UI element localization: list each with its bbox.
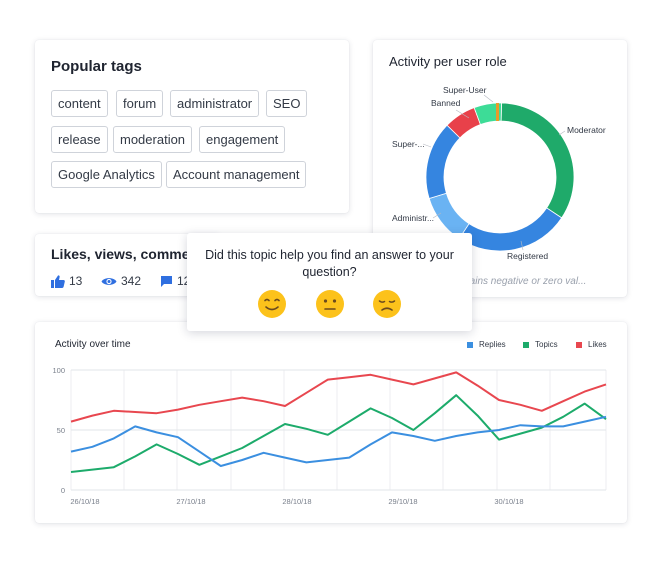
legend-likes[interactable]: Likes <box>576 340 607 349</box>
donut-slice-super[interactable] <box>425 124 461 199</box>
series-line-likes[interactable] <box>70 371 607 423</box>
comments-stat: 12 <box>160 274 190 288</box>
tag-forum[interactable]: forum <box>116 90 164 117</box>
donut-slice-administr[interactable] <box>428 192 470 240</box>
role-label-super: Super-... <box>392 139 425 149</box>
comment-icon <box>161 275 172 287</box>
tag-seo[interactable]: SEO <box>266 90 308 117</box>
time-chart-title: Activity over time <box>55 339 131 350</box>
role-chart-title: Activity per user role <box>389 54 507 69</box>
likes-stat: 13 <box>51 274 82 288</box>
eye-icon <box>101 277 117 285</box>
feedback-popup: Did this topic help you find an answer t… <box>187 233 472 331</box>
tag-release[interactable]: release <box>51 126 108 153</box>
activity-over-time-card: Activity over time Replies Topics Likes … <box>35 322 627 523</box>
likes-count: 13 <box>69 274 83 288</box>
role-chart-note: ...ntains negative or zero val... <box>453 276 587 287</box>
x-tick-label: 29/10/18 <box>388 497 417 506</box>
tag-google-analytics[interactable]: Google Analytics <box>51 161 162 188</box>
popular-tags-title: Popular tags <box>51 58 142 75</box>
happy-face-icon[interactable] <box>257 289 287 319</box>
tag-administrator[interactable]: administrator <box>170 90 260 117</box>
sad-face-icon[interactable] <box>372 289 402 319</box>
views-count: 342 <box>121 274 142 288</box>
donut-slice-moderator[interactable] <box>500 102 575 219</box>
tag-content[interactable]: content <box>51 90 108 117</box>
y-tick-label: 100 <box>52 366 65 375</box>
series-line-replies[interactable] <box>70 415 607 467</box>
y-tick-label: 50 <box>57 426 65 435</box>
legend-likes-label: Likes <box>588 340 607 349</box>
legend-replies[interactable]: Replies <box>467 340 506 349</box>
legend-topics-swatch <box>523 341 529 348</box>
neutral-face-icon[interactable] <box>315 289 345 319</box>
legend-topics-label: Topics <box>535 340 558 349</box>
donut-slice-registered[interactable] <box>458 207 563 252</box>
role-label-registered: Registered <box>507 251 548 261</box>
series-line-topics[interactable] <box>70 394 607 473</box>
activity-line-chart: 0 50 100 26/10/18 27/10/18 28/10/18 29/10/18 30… <box>52 366 607 506</box>
legend-topics[interactable]: Topics <box>523 340 558 349</box>
tag-engagement[interactable]: engagement <box>199 126 286 153</box>
donut-slice-small[interactable] <box>496 103 499 121</box>
donut-slice-super-user[interactable] <box>473 102 502 126</box>
legend-replies-swatch <box>467 341 473 348</box>
x-tick-label: 28/10/18 <box>282 497 311 506</box>
role-label-administrator: Administr... <box>392 213 434 223</box>
legend-likes-swatch <box>576 341 582 348</box>
thumbs-up-icon <box>51 274 65 288</box>
popular-tags-card: Popular tags content forum administrator… <box>35 40 349 213</box>
likes-card-title: Likes, views, comments <box>51 246 211 262</box>
x-tick-label: 26/10/18 <box>70 497 99 506</box>
role-label-banned: Banned <box>431 98 461 108</box>
role-label-moderator: Moderator <box>567 125 606 135</box>
role-donut-chart: Super-User Banned Moderator Super-... Ad… <box>392 85 606 261</box>
role-label-super-user: Super-User <box>443 85 487 95</box>
x-tick-label: 30/10/18 <box>494 497 523 506</box>
tag-account-management[interactable]: Account management <box>166 161 307 188</box>
y-tick-label: 0 <box>61 486 65 495</box>
feedback-question: Did this topic help you find an answer t… <box>205 248 454 279</box>
views-stat: 342 <box>101 274 141 288</box>
tag-moderation[interactable]: moderation <box>113 126 193 153</box>
x-tick-label: 27/10/18 <box>176 497 205 506</box>
legend-replies-label: Replies <box>479 340 506 349</box>
